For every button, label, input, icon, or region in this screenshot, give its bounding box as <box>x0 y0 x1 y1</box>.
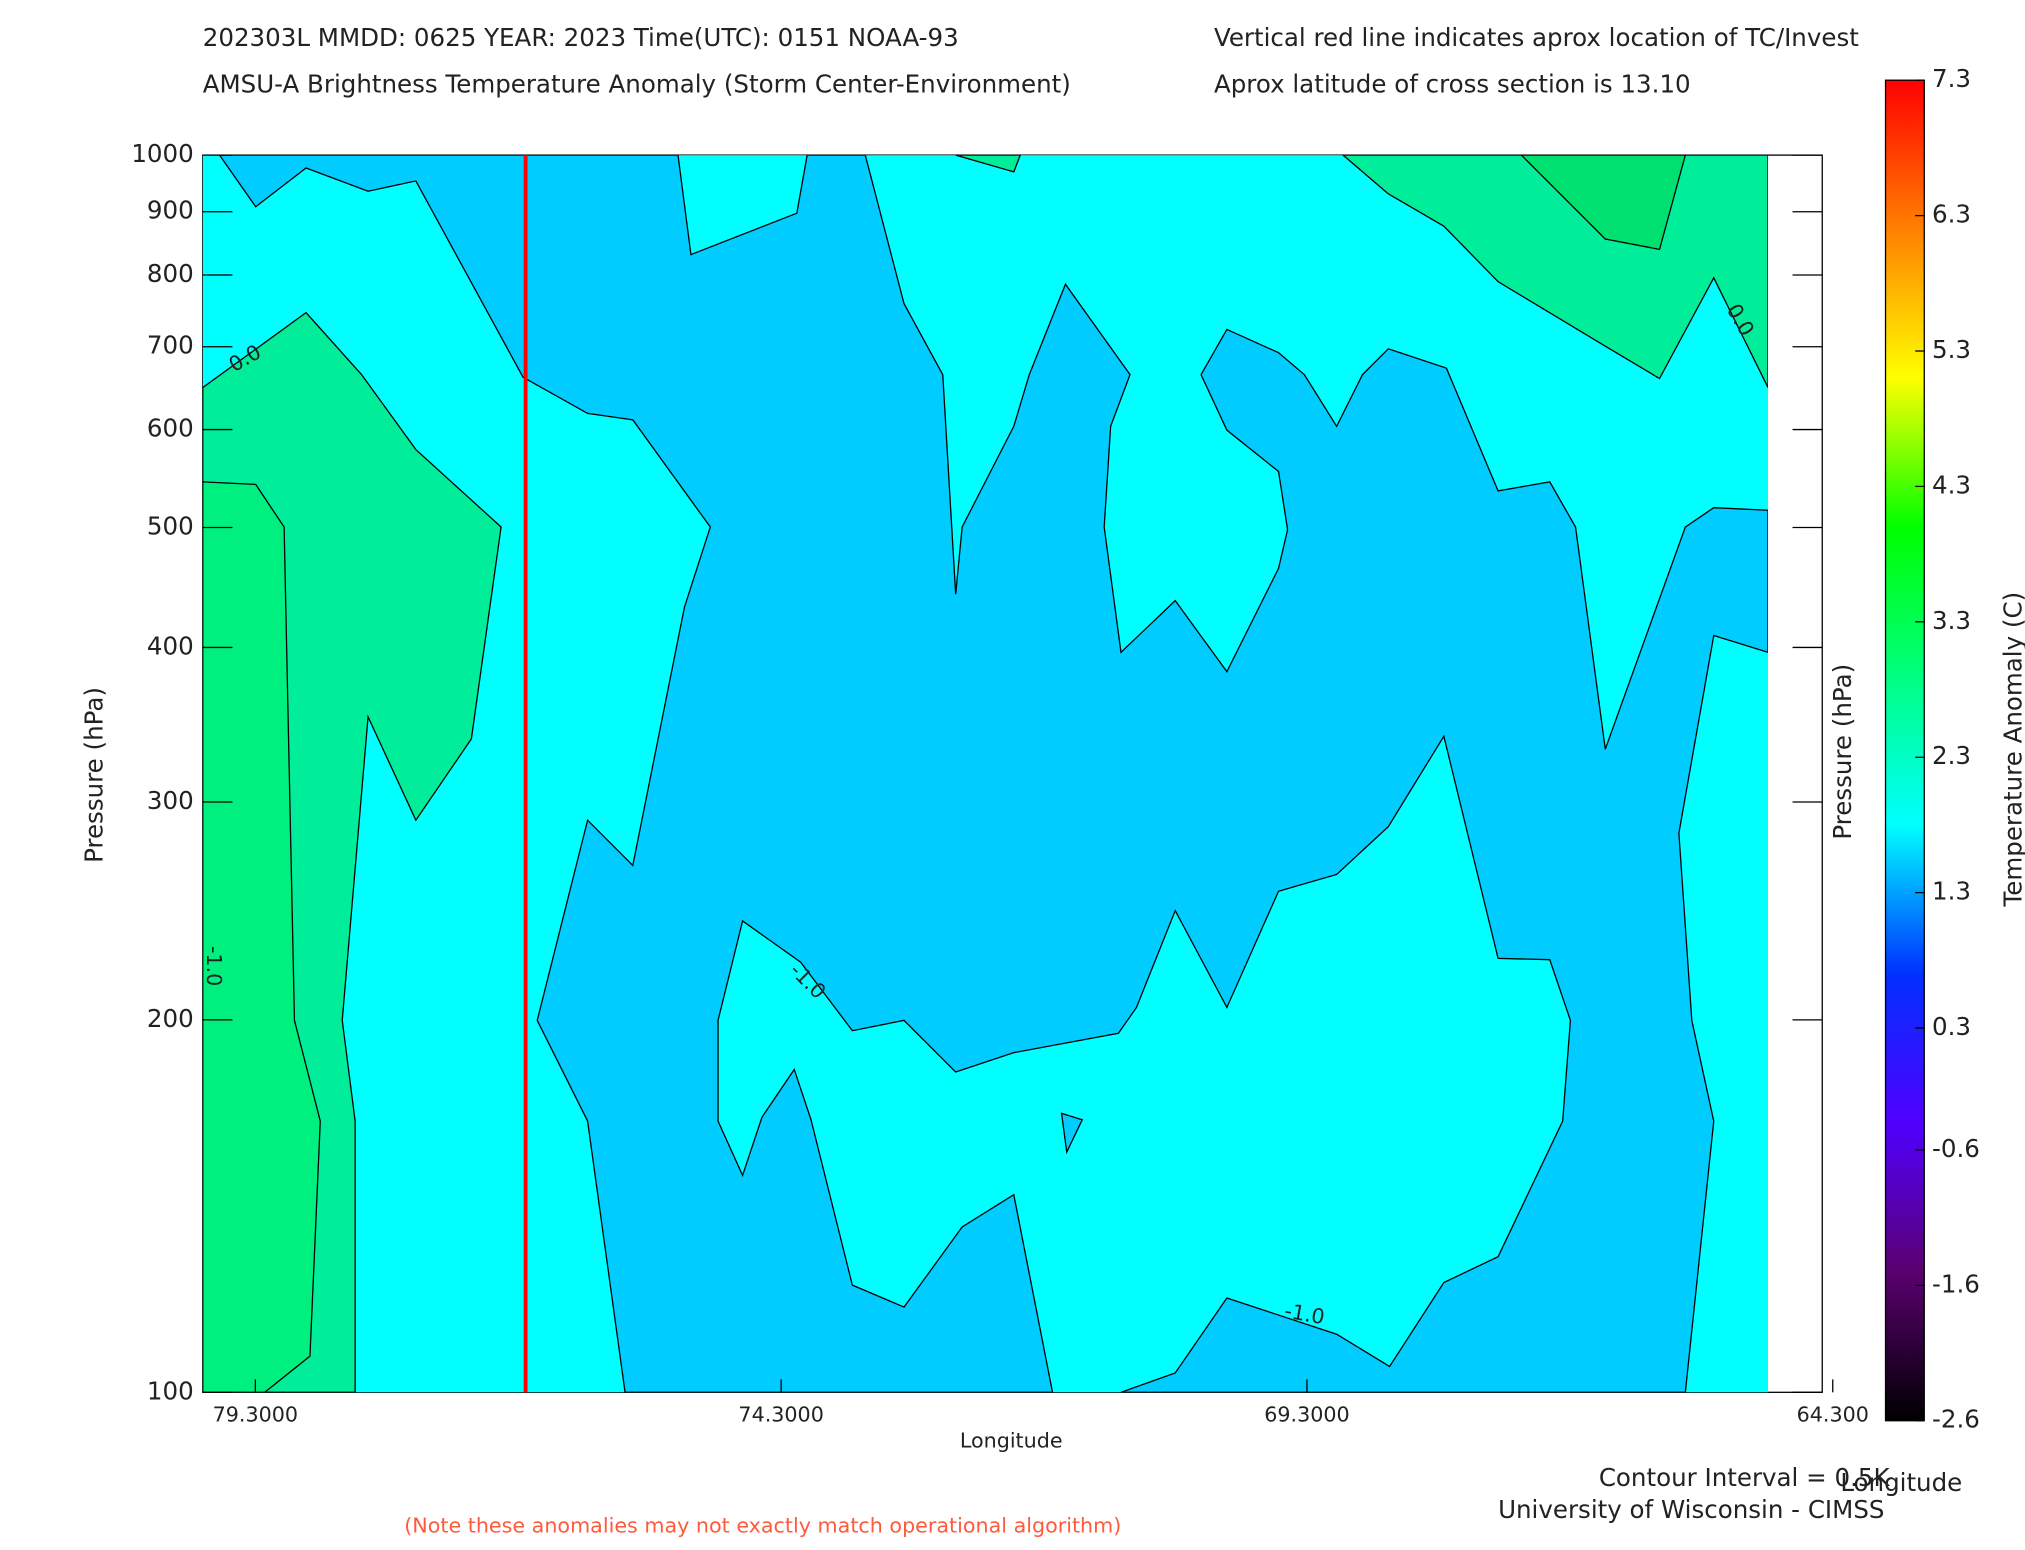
colorbar-tick-label: -2.6 <box>1932 1405 1980 1434</box>
contour-interval: Contour Interval = 0.5K <box>1599 1463 1891 1492</box>
colorbar <box>1884 79 1925 1422</box>
region <box>955 155 1021 173</box>
note: Vertical red line indicates aprox locati… <box>1214 23 1859 52</box>
colorbar-tick-label: 6.3 <box>1932 200 1971 229</box>
x-axis-label: Longitude <box>960 1428 1063 1452</box>
y-tick-label: 800 <box>147 259 194 288</box>
y-axis-label: Pressure (hPa) <box>80 687 109 863</box>
y-tick-label: 1000 <box>131 139 193 168</box>
y-tick-label: 200 <box>147 1004 194 1033</box>
region <box>1060 1112 1084 1155</box>
contours <box>202 155 1769 1393</box>
x-label-2: Longitude <box>1840 1468 1962 1497</box>
y2-axis-label: Pressure (hPa) <box>1828 664 1857 840</box>
title: 202303L MMDD: 0625 YEAR: 2023 Time(UTC):… <box>203 23 959 52</box>
y-tick-label: 100 <box>147 1376 194 1405</box>
colorbar-tick-label: 5.3 <box>1932 335 1971 364</box>
x-tick-label: 74.3000 <box>738 1403 823 1427</box>
y-tick-label: 900 <box>147 196 194 225</box>
y-tick-label: 400 <box>147 631 194 660</box>
x-tick-label: 79.3000 <box>213 1403 298 1427</box>
y-tick-label: 700 <box>147 331 194 360</box>
colorbar-tick-label: -1.6 <box>1932 1269 1980 1298</box>
colorbar-tick-label: 2.3 <box>1932 741 1971 770</box>
colorbar-tick-label: 1.3 <box>1932 877 1971 906</box>
colorbar-tick-label: 3.3 <box>1932 606 1971 635</box>
region <box>202 481 321 1393</box>
contour-label: -1.0 <box>202 946 226 986</box>
footnote: (Note these anomalies may not exactly ma… <box>404 1514 1121 1538</box>
x-tick-label: 64.300 <box>1797 1403 1869 1427</box>
x-tick-label: 69.3000 <box>1264 1403 1349 1427</box>
colorbar-tick-label: 0.3 <box>1932 1012 1971 1041</box>
y-tick-label: 500 <box>147 512 194 541</box>
region <box>218 155 1769 1393</box>
colorbar-tick-label: 4.3 <box>1932 470 1971 499</box>
note: Aprox latitude of cross section is 13.10 <box>1214 69 1691 98</box>
subtitle: AMSU-A Brightness Temperature Anomaly (S… <box>203 69 1071 98</box>
colorbar-tick-label: 7.3 <box>1932 64 1971 93</box>
region <box>1520 155 1687 251</box>
colorbar-label: Temperature Anomaly (C) <box>1999 592 2025 908</box>
y-tick-label: 300 <box>147 786 194 815</box>
credit: University of Wisconsin - CIMSS <box>1498 1495 1884 1524</box>
colorbar-tick-label: -0.6 <box>1932 1134 1980 1163</box>
y-tick-label: 600 <box>147 414 194 443</box>
